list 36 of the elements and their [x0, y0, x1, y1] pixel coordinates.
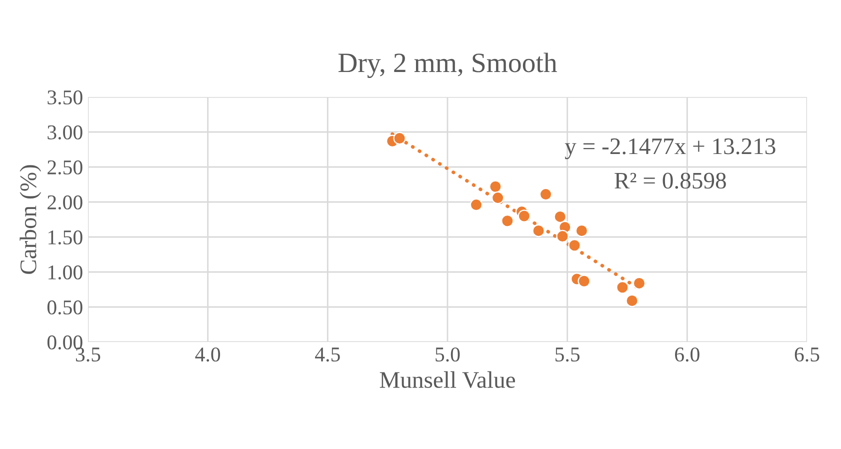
- y-tick-label: 1.50: [48, 230, 82, 245]
- point: [532, 224, 545, 238]
- point: [518, 210, 531, 222]
- y-axis-title: Carbon (%): [20, 165, 42, 274]
- point: [632, 276, 646, 290]
- y-tick-label: 0.00: [47, 335, 82, 350]
- x-tick-label: 3.5: [76, 348, 100, 362]
- annotation: R² = 0.8598: [614, 172, 726, 189]
- y-tick-label: 0.50: [47, 300, 82, 315]
- y-tick-label: 1.00: [48, 265, 82, 280]
- annotation: y = -2.1477x + 13.213: [564, 138, 776, 160]
- point: [626, 294, 638, 308]
- x-tick-label: 4.0: [195, 347, 220, 362]
- x-tick-label: 5.0: [436, 347, 460, 362]
- point: [470, 198, 483, 212]
- chart-title: Dry, 2 mm, Smooth: [338, 52, 557, 78]
- point: [616, 281, 629, 294]
- x-axis-title: Munsell Value: [380, 371, 515, 388]
- x-tick-label: 6.0: [675, 347, 700, 362]
- point: [575, 224, 588, 238]
- point: [578, 274, 590, 288]
- y-tick-label: 2.50: [48, 160, 82, 175]
- y-tick-label: 3.00: [48, 125, 82, 140]
- point: [556, 230, 569, 243]
- y-tick-label: 3.50: [48, 90, 82, 105]
- point: [568, 239, 581, 252]
- x-tick-label: 5.5: [556, 348, 580, 362]
- x-tick-label: 4.5: [315, 348, 340, 362]
- point: [491, 191, 504, 204]
- point: [489, 180, 502, 193]
- x-tick-label: 6.5: [794, 348, 820, 362]
- point: [501, 214, 514, 228]
- point: [554, 210, 567, 224]
- y-tick-label: 2.00: [48, 195, 82, 210]
- point: [539, 188, 552, 201]
- point: [393, 132, 406, 145]
